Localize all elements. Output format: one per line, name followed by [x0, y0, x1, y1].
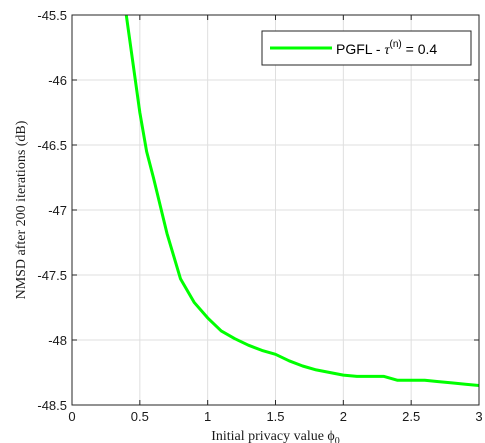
legend-prefix: PGFL - [336, 41, 385, 57]
x-tick-label: 2 [340, 409, 347, 424]
legend-superscript: (n) [390, 39, 402, 50]
legend-suffix: = 0.4 [402, 41, 438, 57]
legend-tau-symbol: τ [385, 43, 391, 58]
x-tick-label: 1 [204, 409, 211, 424]
y-tick-label: -46 [48, 73, 67, 88]
y-tick-labels: -45.5 -46 -46.5 -47 -47.5 -48 -48.5 [37, 8, 67, 413]
y-axis-label: NMSD after 200 iterations (dB) [14, 120, 29, 299]
x-tick-label: 3 [475, 409, 482, 424]
x-tick-label: 1.5 [266, 409, 284, 424]
x-tick-label: 2.5 [402, 409, 420, 424]
y-tick-label: -47 [48, 203, 67, 218]
x-tick-label: 0.5 [131, 409, 149, 424]
y-tick-label: -47.5 [37, 268, 67, 283]
y-tick-label: -48.5 [37, 398, 67, 413]
x-tick-labels: 0 0.5 1 1.5 2 2.5 3 [68, 409, 482, 424]
series-layer [124, 15, 479, 387]
x-tick-label: 0 [68, 409, 75, 424]
ticks [71, 14, 480, 406]
y-tick-label: -45.5 [37, 8, 67, 23]
legend: PGFL - τ(n) = 0.4 [261, 30, 472, 66]
x-axis-label: Initial privacy value ϕ0 [211, 429, 340, 443]
series-line-pgfl [124, 15, 479, 387]
legend-entry-pgfl: PGFL - τ(n) = 0.4 [336, 39, 437, 58]
y-tick-label: -46.5 [37, 138, 67, 153]
x-axis-label-main: Initial privacy value ϕ [211, 429, 335, 443]
y-tick-label: -48 [48, 333, 67, 348]
x-axis-label-subscript: 0 [335, 436, 340, 443]
